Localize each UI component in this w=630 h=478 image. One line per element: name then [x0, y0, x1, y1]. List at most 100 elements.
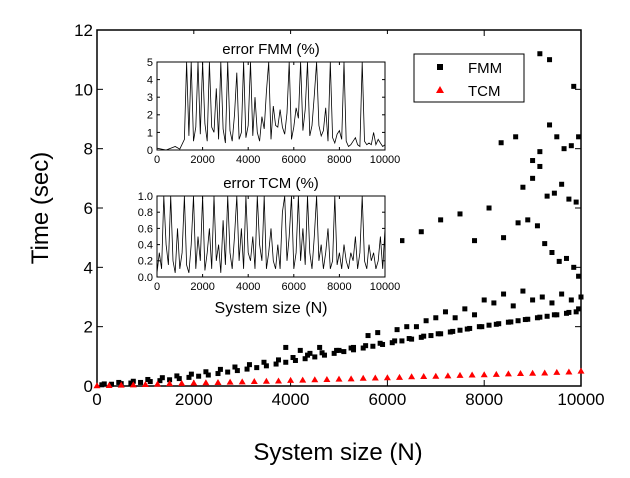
main-y-axis-label: Time (sec): [27, 152, 54, 264]
fmm-point: [435, 331, 441, 337]
fmm-point: [472, 238, 478, 244]
fmm-point: [537, 314, 543, 320]
fmm-point: [157, 378, 163, 384]
fmm-point: [246, 362, 252, 368]
fmm-point: [174, 373, 180, 379]
tcm-point: [93, 382, 101, 389]
inset-2-x-tick-label: 4000: [236, 281, 260, 293]
fmm-point: [522, 317, 528, 323]
fmm-point: [551, 190, 557, 196]
fmm-point: [234, 368, 240, 374]
tcm-point: [105, 382, 113, 389]
fmm-point: [413, 324, 419, 330]
inset-2-x-tick-label: 0: [154, 281, 160, 293]
fmm-point: [501, 291, 507, 297]
fmm-point: [351, 344, 357, 350]
legend-label-fmm: FMM: [468, 60, 502, 77]
fmm-point: [307, 350, 313, 356]
fmm-point: [418, 229, 424, 235]
fmm-point: [537, 51, 543, 57]
fmm-point: [457, 327, 463, 333]
fmm-point: [568, 143, 574, 149]
legend-marker-tcm: [436, 86, 444, 93]
fmm-point: [225, 369, 231, 375]
inset-2-x-tick-label: 8000: [327, 281, 351, 293]
fmm-point: [544, 313, 550, 319]
fmm-point: [109, 381, 115, 387]
fmm-point: [302, 356, 308, 362]
inset-tcm-error-line: [156, 195, 386, 274]
tcm-point: [565, 368, 573, 375]
tcm-point: [335, 375, 343, 382]
fmm-point: [549, 300, 555, 306]
tcm-point: [178, 379, 186, 386]
fmm-point: [571, 83, 577, 89]
fmm-point: [196, 373, 202, 379]
inset-2-x-tick-label: 10000: [370, 281, 401, 293]
fmm-point: [462, 306, 468, 312]
fmm-point: [167, 377, 173, 383]
main-y-tick-label: 10: [74, 80, 93, 99]
fmm-point: [530, 158, 536, 164]
inset-tcm-plot: error TCM (%) 0 2000 4000 6000 8000 10000 0.0…: [114, 170, 400, 318]
fmm-point: [363, 343, 369, 349]
fmm-point: [392, 338, 398, 344]
fmm-point: [205, 372, 211, 378]
fmm-point: [203, 369, 209, 375]
inset-tcm-x-axis: 0 2000 4000 6000 8000 10000: [154, 196, 400, 293]
tcm-point: [166, 380, 174, 387]
inset-1-x-tick-label: 8000: [327, 154, 351, 166]
tcm-point: [480, 371, 488, 378]
main-y-tick-label: 2: [84, 318, 93, 337]
fmm-point: [406, 336, 412, 342]
fmm-point: [130, 378, 136, 384]
tcm-point: [250, 378, 258, 385]
tcm-point: [347, 375, 355, 382]
fmm-point: [244, 366, 250, 372]
fmm-point: [433, 315, 439, 321]
fmm-point: [559, 181, 565, 187]
tcm-point: [262, 377, 270, 384]
fmm-point: [573, 309, 579, 315]
fmm-point: [452, 315, 458, 321]
fmm-point: [551, 312, 557, 318]
inset-2-x-tick-label: 2000: [190, 281, 214, 293]
fmm-point: [399, 238, 405, 244]
fmm-point: [116, 379, 122, 385]
inset-tcm-x-axis-label: System size (N): [215, 300, 328, 317]
fmm-point: [101, 381, 107, 387]
inset-2-y-tick-label: 0.0: [138, 272, 153, 284]
main-y-tick-label: 0: [84, 377, 93, 396]
inset-2-y-tick-label: 0.6: [138, 223, 153, 235]
tcm-point: [396, 373, 403, 380]
fmm-point: [576, 273, 582, 279]
series-tcm: [93, 367, 585, 389]
fmm-point: [263, 363, 269, 369]
fmm-point: [561, 146, 567, 152]
fmm-point: [491, 300, 497, 306]
main-y-tick-label: 8: [84, 140, 93, 159]
legend-frame: [413, 53, 525, 103]
fmm-point: [568, 297, 574, 303]
tcm-point: [141, 381, 149, 388]
tcm-point: [154, 380, 161, 387]
fmm-point: [481, 297, 487, 303]
fmm-point: [283, 344, 289, 350]
tcm-point: [238, 378, 246, 385]
tcm-point: [553, 368, 561, 375]
fmm-point: [566, 309, 572, 315]
tcm-point: [275, 377, 282, 384]
fmm-point: [537, 149, 543, 155]
tcm-point: [408, 373, 416, 380]
inset-fmm-frame: [156, 61, 386, 151]
fmm-point: [290, 355, 296, 361]
fmm-point: [365, 333, 371, 339]
inset-2-y-tick-label: 1.0: [138, 191, 153, 203]
fmm-point: [312, 354, 318, 360]
fmm-point: [566, 196, 572, 202]
tcm-point: [287, 376, 295, 383]
fmm-point: [515, 220, 521, 226]
fmm-point: [571, 264, 577, 270]
